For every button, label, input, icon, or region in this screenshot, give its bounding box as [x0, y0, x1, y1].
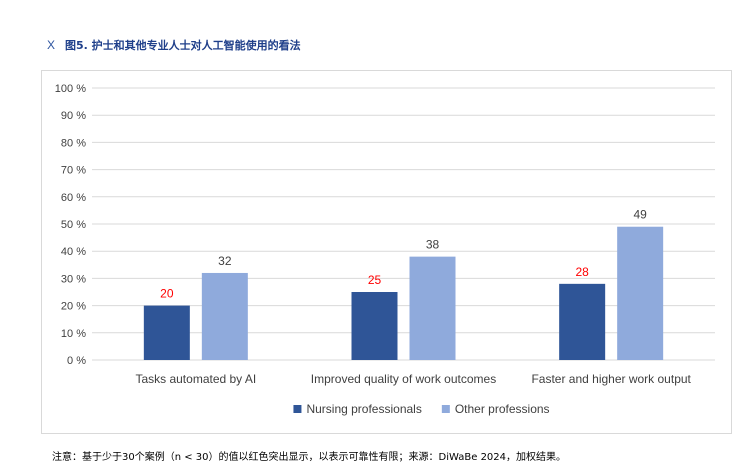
- bar: [201, 272, 248, 360]
- y-tick-label: 40 %: [61, 246, 86, 258]
- y-axis-labels: 0 % 10 % 20 % 30 % 40 % 50 % 60 % 70 % 80 % 90 % 1…: [55, 83, 86, 367]
- legend: Nursing professionals Other professions: [293, 402, 550, 416]
- y-tick-label: 0 %: [67, 355, 86, 367]
- y-tick-label: 80 %: [61, 137, 86, 149]
- y-tick-label: 100 %: [55, 83, 86, 95]
- y-tick-label: 50 %: [61, 219, 86, 231]
- legend-swatch: [441, 405, 450, 413]
- data-labels: 20 32 25 38 28 49: [160, 208, 647, 301]
- figure-title: 图5. 护士和其他专业人士对人工智能使用的看法: [65, 39, 301, 52]
- data-label: 32: [218, 254, 232, 268]
- bar: [617, 226, 664, 360]
- x-tick-label: Improved quality of work outcomes: [311, 372, 496, 386]
- y-tick-label: 70 %: [61, 165, 86, 177]
- x-tick-label: Tasks automated by AI: [135, 372, 256, 386]
- chart-frame: 0 % 10 % 20 % 30 % 40 % 50 % 60 % 70 % 80 % 90 % 1…: [41, 70, 732, 434]
- data-label: 49: [633, 208, 647, 222]
- data-label: 20: [160, 287, 174, 301]
- legend-label: Nursing professionals: [306, 402, 421, 416]
- legend-swatch: [293, 405, 302, 413]
- data-label: 28: [575, 265, 589, 279]
- data-label: 25: [368, 273, 382, 287]
- y-tick-label: 90 %: [61, 110, 86, 122]
- bar: [559, 283, 606, 360]
- y-tick-label: 10 %: [61, 328, 86, 340]
- close-icon[interactable]: X: [47, 38, 56, 52]
- x-axis-labels: Tasks automated by AI Improved quality of…: [135, 372, 691, 386]
- y-tick-label: 60 %: [61, 192, 86, 204]
- bar: [351, 292, 398, 360]
- figure-header: X 图5. 护士和其他专业人士对人工智能使用的看法: [47, 37, 301, 53]
- bar: [143, 305, 190, 360]
- y-tick-label: 20 %: [61, 301, 86, 313]
- bars: [143, 226, 664, 360]
- bar: [409, 256, 456, 360]
- bar-chart: 0 % 10 % 20 % 30 % 40 % 50 % 60 % 70 % 80 % 90 % 1…: [55, 83, 715, 416]
- grid-layer: [92, 87, 715, 361]
- legend-label: Other professions: [455, 402, 550, 416]
- x-tick-label: Faster and higher work output: [531, 372, 691, 386]
- footnote: 注意：基于少于30个案例（n < 30）的值以红色突出显示，以表示可靠性有限；来…: [52, 452, 567, 463]
- data-label: 38: [426, 238, 440, 252]
- y-tick-label: 30 %: [61, 273, 86, 285]
